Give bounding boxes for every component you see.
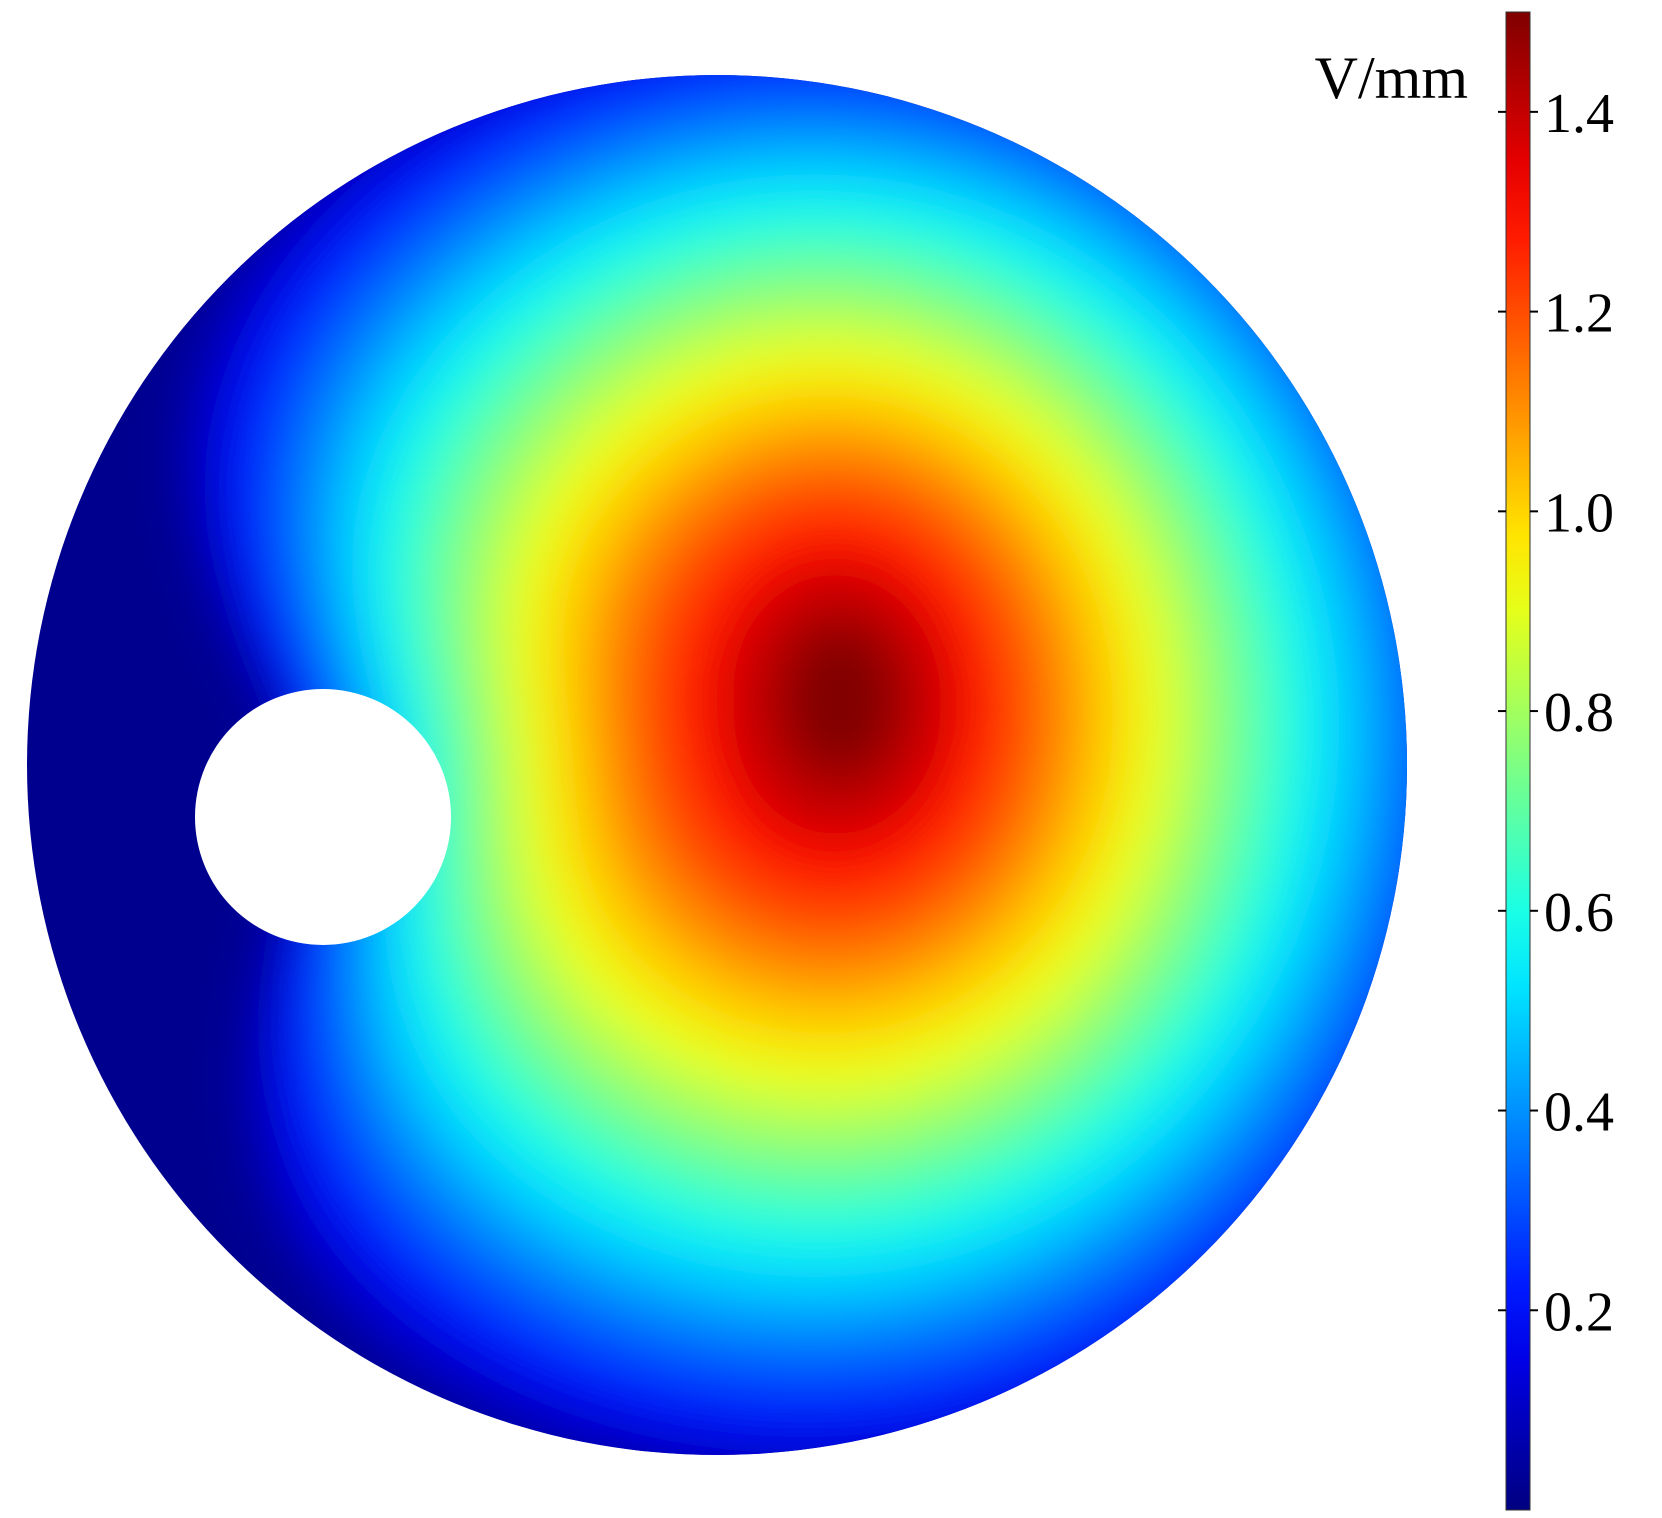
colorbar-tick-label: 1.2 (1544, 283, 1614, 345)
colorbar-tick-label: 1.0 (1544, 482, 1614, 544)
field-contours (187, 75, 1407, 1455)
colorbar-tick-label: 0.2 (1544, 1281, 1614, 1343)
colorbar: 0.2 0.4 0.6 0.8 1.0 1.2 1.4 V/mm (1315, 11, 1614, 1511)
colorbar-tick-label: 1.4 (1544, 83, 1614, 145)
colorbar-tick-label: 0.4 (1544, 1082, 1614, 1144)
colorbar-ticks: 0.2 0.4 0.6 0.8 1.0 1.2 1.4 (1498, 83, 1614, 1343)
colorbar-bar (1505, 11, 1531, 1511)
colorbar-tick-label: 0.8 (1544, 682, 1614, 744)
hole (195, 689, 451, 945)
colorbar-unit-label: V/mm (1315, 45, 1468, 111)
field-contour-level (780, 620, 900, 780)
colorbar-tick-label: 0.6 (1544, 882, 1614, 944)
